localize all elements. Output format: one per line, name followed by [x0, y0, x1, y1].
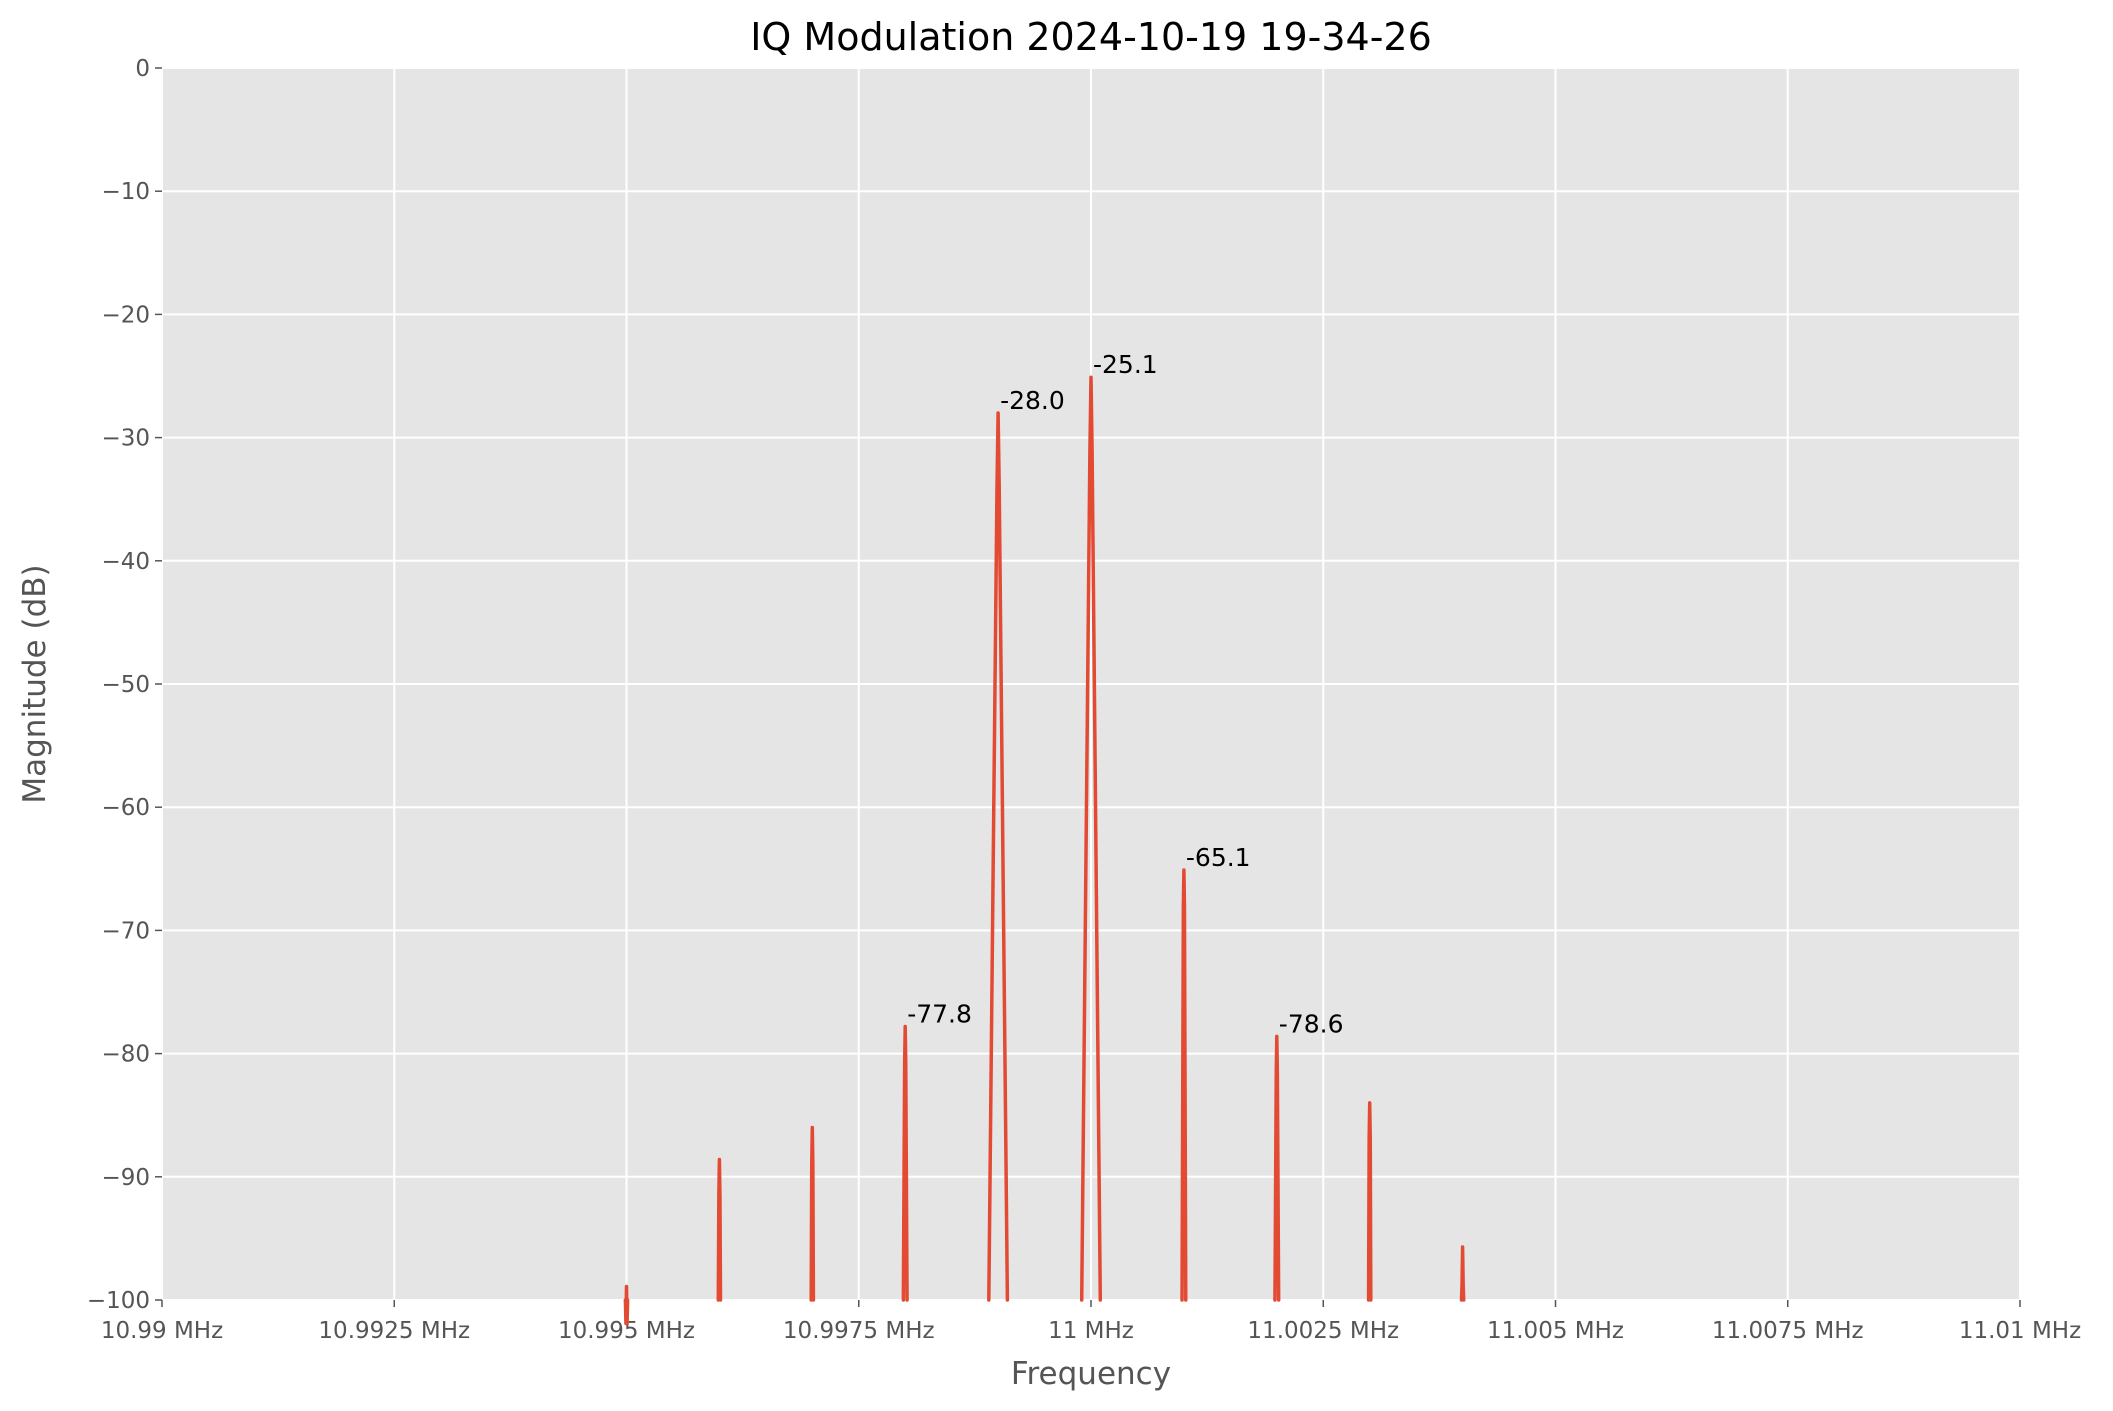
x-tick-label: 11 MHz — [1048, 1318, 1134, 1344]
x-tick-label: 11.0025 MHz — [1247, 1318, 1399, 1344]
grid-lines — [161, 67, 2021, 1301]
peak-value-label: -28.0 — [1000, 386, 1065, 415]
spectral-peak — [987, 411, 1010, 1302]
y-tick-label: 0 — [135, 56, 150, 82]
x-tick-label: 11.01 MHz — [1959, 1318, 2081, 1344]
spectral-peak — [1079, 375, 1103, 1302]
y-tick-label: −30 — [101, 426, 150, 452]
x-tick-label: 11.005 MHz — [1487, 1318, 1624, 1344]
axis-ticks: 10.99 MHz 10.9925 MHz 10.995 MHz 10.9975 MH… — [87, 56, 2081, 1344]
y-tick-label: −40 — [101, 549, 150, 575]
y-tick-label: −10 — [101, 179, 150, 205]
peak-value-label: -77.8 — [907, 999, 972, 1028]
spectral-peak — [716, 1157, 723, 1302]
peak-labels: -77.8 -28.0 -25.1 -65.1 -78.6 — [907, 350, 1343, 1038]
peak-value-label: -65.1 — [1186, 843, 1251, 872]
x-tick-label: 10.9925 MHz — [318, 1318, 470, 1344]
spectral-peak — [1273, 1034, 1281, 1302]
y-axis-label: Magnitude (dB) — [17, 564, 53, 803]
spectral-peak — [1366, 1101, 1373, 1302]
x-axis-label: Frequency — [1011, 1356, 1171, 1392]
spectral-peak — [1180, 868, 1188, 1302]
y-tick-label: −70 — [101, 918, 150, 944]
y-tick-label: −50 — [101, 672, 150, 698]
spectral-peak — [809, 1125, 816, 1302]
y-tick-label: −100 — [87, 1288, 150, 1314]
spectral-peak — [901, 1024, 909, 1302]
x-tick-label: 10.9975 MHz — [783, 1318, 935, 1344]
peak-value-label: -78.6 — [1279, 1009, 1344, 1038]
spectral-peak — [1459, 1245, 1466, 1302]
spectral-peak — [623, 1284, 630, 1326]
x-tick-label: 10.99 MHz — [101, 1318, 223, 1344]
x-tick-label: 11.0075 MHz — [1712, 1318, 1864, 1344]
series-group — [623, 375, 1466, 1326]
y-tick-label: −80 — [101, 1042, 150, 1068]
y-tick-label: −60 — [101, 795, 150, 821]
chart-title: IQ Modulation 2024-10-19 19-34-26 — [750, 15, 1432, 59]
y-tick-label: −90 — [101, 1165, 150, 1191]
peak-value-label: -25.1 — [1093, 350, 1158, 379]
y-tick-label: −20 — [101, 302, 150, 328]
